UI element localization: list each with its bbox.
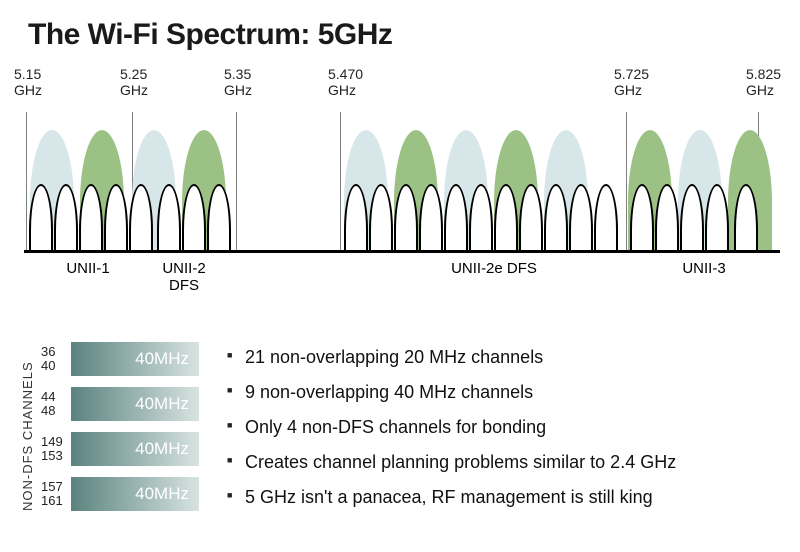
bandwidth-bar: 40MHz — [71, 387, 199, 421]
band-label: UNII-2e DFS — [424, 260, 564, 277]
freq-unit: GHz — [224, 82, 252, 98]
nondfs-row: 15716140MHz — [41, 475, 199, 513]
bandwidth-bar: 40MHz — [71, 477, 199, 511]
band-label: UNII-1 — [48, 260, 128, 277]
freq-value: 5.825 — [746, 66, 781, 82]
bottom-section: NON-DFS CHANNELS 364040MHz444840MHz14915… — [20, 340, 780, 532]
freq-unit: GHz — [120, 82, 148, 98]
channel-numbers: 149153 — [41, 435, 71, 464]
bullet-item: 21 non-overlapping 20 MHz channels — [227, 340, 676, 375]
freq-unit: GHz — [328, 82, 356, 98]
bullet-list: 21 non-overlapping 20 MHz channels9 non-… — [227, 340, 676, 532]
bullet-item: 9 non-overlapping 40 MHz channels — [227, 375, 676, 410]
nondfs-row: 364040MHz — [41, 340, 199, 378]
channel-lobe-20mhz — [519, 184, 543, 250]
freq-tick — [340, 112, 341, 250]
channel-lobe-20mhz — [705, 184, 729, 250]
channel-lobe-20mhz — [655, 184, 679, 250]
freq-label: 5.15GHz — [14, 66, 42, 98]
freq-unit: GHz — [14, 82, 42, 98]
bandwidth-bar: 40MHz — [71, 432, 199, 466]
freq-value: 5.25 — [120, 66, 147, 82]
freq-label: 5.470GHz — [328, 66, 363, 98]
channel-lobe-20mhz — [369, 184, 393, 250]
freq-tick — [26, 112, 27, 250]
band-label: UNII-2 DFS — [144, 260, 224, 295]
nondfs-row: 14915340MHz — [41, 430, 199, 468]
freq-value: 5.470 — [328, 66, 363, 82]
freq-unit: GHz — [746, 82, 774, 98]
freq-unit: GHz — [614, 82, 642, 98]
spectrum-axis — [24, 250, 780, 253]
page-title: The Wi-Fi Spectrum: 5GHz — [28, 18, 392, 52]
channel-lobe-20mhz — [207, 184, 231, 250]
channel-numbers: 157161 — [41, 480, 71, 509]
freq-tick — [626, 112, 627, 250]
bullet-item: 5 GHz isn't a panacea, RF management is … — [227, 480, 676, 515]
freq-value: 5.35 — [224, 66, 251, 82]
bullet-item: Only 4 non-DFS channels for bonding — [227, 410, 676, 445]
band-label: UNII-3 — [664, 260, 744, 277]
freq-label: 5.35GHz — [224, 66, 252, 98]
channel-lobe-20mhz — [104, 184, 128, 250]
freq-label: 5.25GHz — [120, 66, 148, 98]
channel-lobe-20mhz — [419, 184, 443, 250]
channel-lobe-20mhz — [157, 184, 181, 250]
channel-lobe-20mhz — [469, 184, 493, 250]
spectrum-diagram: UNII-1UNII-2 DFSUNII-2e DFSUNII-3 — [24, 112, 780, 282]
freq-value: 5.15 — [14, 66, 41, 82]
channel-lobe-20mhz — [594, 184, 618, 250]
freq-value: 5.725 — [614, 66, 649, 82]
freq-tick — [236, 112, 237, 250]
nondfs-bars: 364040MHz444840MHz14915340MHz15716140MHz — [41, 340, 199, 532]
bandwidth-bar: 40MHz — [71, 342, 199, 376]
channel-numbers: 4448 — [41, 390, 71, 419]
channel-lobe-20mhz — [54, 184, 78, 250]
channel-numbers: 3640 — [41, 345, 71, 374]
bullet-item: Creates channel planning problems simila… — [227, 445, 676, 480]
freq-label: 5.825GHz — [746, 66, 781, 98]
nondfs-row: 444840MHz — [41, 385, 199, 423]
nondfs-vertical-label: NON-DFS CHANNELS — [20, 340, 35, 532]
freq-label: 5.725GHz — [614, 66, 649, 98]
channel-lobe-20mhz — [569, 184, 593, 250]
